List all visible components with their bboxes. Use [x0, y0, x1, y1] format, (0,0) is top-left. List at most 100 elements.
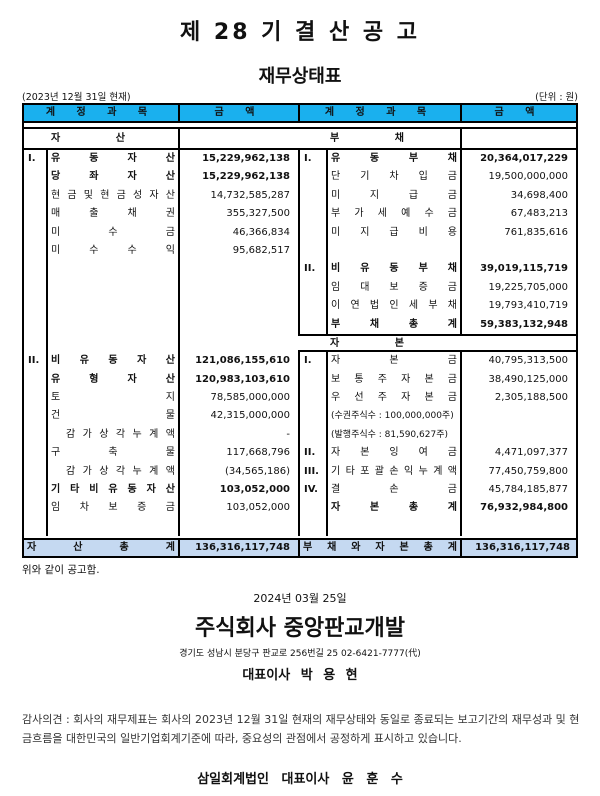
roman-numeral [300, 426, 326, 444]
section-amount-blank [180, 129, 300, 148]
roman-numeral [300, 187, 326, 205]
account-label: 토 지 [51, 392, 175, 404]
account-label: 현 금 및 현 금 성 자 산 [51, 189, 175, 201]
roman-numeral [300, 297, 326, 315]
account-label: 부 가 세 예 수 금 [331, 208, 457, 220]
amount-value: 19,500,000,000 [488, 171, 568, 183]
account-label [48, 279, 178, 297]
amount-value: 355,327,500 [226, 208, 290, 220]
roman-numeral [24, 224, 46, 242]
amount-value: 19,793,410,719 [488, 300, 568, 312]
amount-value: 103,052,000 [219, 484, 290, 496]
amount-value: 20,364,017,229 [480, 153, 568, 164]
amount-value: 2,305,188,500 [494, 392, 568, 404]
account-label: 당 좌 자 산 [51, 171, 175, 183]
account-label: 임 대 보 증 금 [331, 281, 457, 293]
amount-value: 40,795,313,500 [488, 355, 568, 367]
roman-numeral [300, 279, 326, 297]
left-header: 계 정 과 목 금 액 [24, 105, 300, 123]
notice-date: 2024년 03월 25일 [253, 592, 347, 605]
roman-numeral [300, 407, 326, 425]
amount-value: 45,784,185,877 [488, 484, 568, 496]
roman-numeral [300, 224, 326, 242]
company-address: 경기도 성남시 분당구 판교로 256번길 25 02-6421-7777(代) [179, 649, 421, 659]
account-label: 결 손 금 [331, 484, 457, 496]
account-label: 미 지 급 비 용 [331, 226, 457, 238]
roman-numeral: II. [304, 447, 316, 459]
account-label: 미 수 금 [51, 226, 175, 238]
amount-cell [462, 333, 576, 353]
amount-column: 20,364,017,229 19,500,000,000 34,698,400 67… [462, 150, 576, 536]
amount-value: - [286, 428, 290, 440]
account-label: 기 타 비 유 동 자 산 [51, 484, 175, 496]
section-header: 부 채 [300, 129, 576, 150]
roman-numeral [24, 371, 46, 389]
amount-value [462, 426, 576, 444]
roman-numeral [300, 316, 326, 334]
amount-value: 34,698,400 [510, 189, 568, 201]
roman-numeral [300, 242, 326, 260]
amount-value [180, 316, 298, 334]
roman-numeral [24, 463, 46, 481]
roman-numeral [300, 371, 326, 389]
roman-numeral: IV. [304, 484, 318, 496]
roman-numeral [24, 187, 46, 205]
account-label: 자 본 잉 여 금 [331, 447, 457, 459]
ceo-name: 대표이사 박 용 현 [242, 668, 358, 683]
account-label [48, 316, 178, 334]
roman-numeral [300, 499, 326, 517]
roman-numeral [24, 444, 46, 462]
amount-value: 4,471,097,377 [494, 447, 568, 459]
amount-value: 14,732,585,287 [210, 189, 290, 201]
account-label: 이 연 법 인 세 부 채 [331, 300, 457, 312]
total-amount: 136,316,117,748 [180, 540, 300, 556]
roman-numeral [24, 242, 46, 260]
amount-value [462, 518, 576, 536]
amount-header: 금 액 [180, 105, 300, 121]
account-label [48, 260, 178, 278]
roman-numeral [300, 518, 326, 536]
account-label: 우 선 주 자 본 금 [331, 392, 457, 404]
roman-numeral: II. [28, 355, 40, 367]
subsection-header: 자 본 [298, 333, 462, 353]
roman-numeral: I. [304, 153, 312, 164]
roman-numeral [300, 205, 326, 223]
amount-value: 76,932,984,800 [480, 502, 568, 514]
amount-value: 42,315,000,000 [210, 410, 290, 422]
roman-numeral [24, 481, 46, 499]
as-of-date: (2023년 12월 31일 현재) [22, 92, 131, 103]
amount-value: 38,490,125,000 [488, 373, 568, 385]
account-label: (수권주식수 : 100,000,000주) [331, 411, 454, 422]
amount-value [180, 334, 298, 352]
amount-header: 금 액 [494, 107, 544, 118]
account-label [328, 242, 460, 260]
total-amount: 136,316,117,748 [475, 542, 570, 553]
account-label: (발행주식수 : 81,590,627주) [331, 429, 448, 440]
unit-label: (단위 : 원) [535, 92, 578, 103]
account-label: 임 차 보 증 금 [51, 502, 175, 514]
amount-value: 117,668,796 [226, 447, 290, 459]
roman-column: I. II. [24, 150, 48, 537]
total-liabilities-equity-row: 부 채 와 자 본 총 계 136,316,117,748 [300, 538, 576, 556]
amount-value: 95,682,517 [232, 244, 290, 256]
amount-value: (34,565,186) [224, 465, 290, 477]
account-label: 보 통 주 자 본 금 [331, 373, 457, 385]
section-amount-blank [462, 129, 576, 148]
roman-numeral [24, 389, 46, 407]
section-title: 부 채 [300, 129, 462, 148]
roman-numeral [24, 518, 46, 536]
company-name: 주식회사 중앙판교개발 [194, 616, 406, 641]
roman-numeral: II. [304, 263, 316, 275]
amount-value: 15,229,962,138 [202, 153, 290, 164]
amount-value: 59,383,132,948 [480, 318, 568, 330]
account-label [48, 297, 178, 315]
section-title: 자 산 [24, 129, 180, 148]
amount-value: 78,585,000,000 [210, 392, 290, 404]
amount-column: 15,229,962,138 15,229,962,138 14,732,585,2… [180, 150, 300, 537]
amount-value [462, 407, 576, 425]
